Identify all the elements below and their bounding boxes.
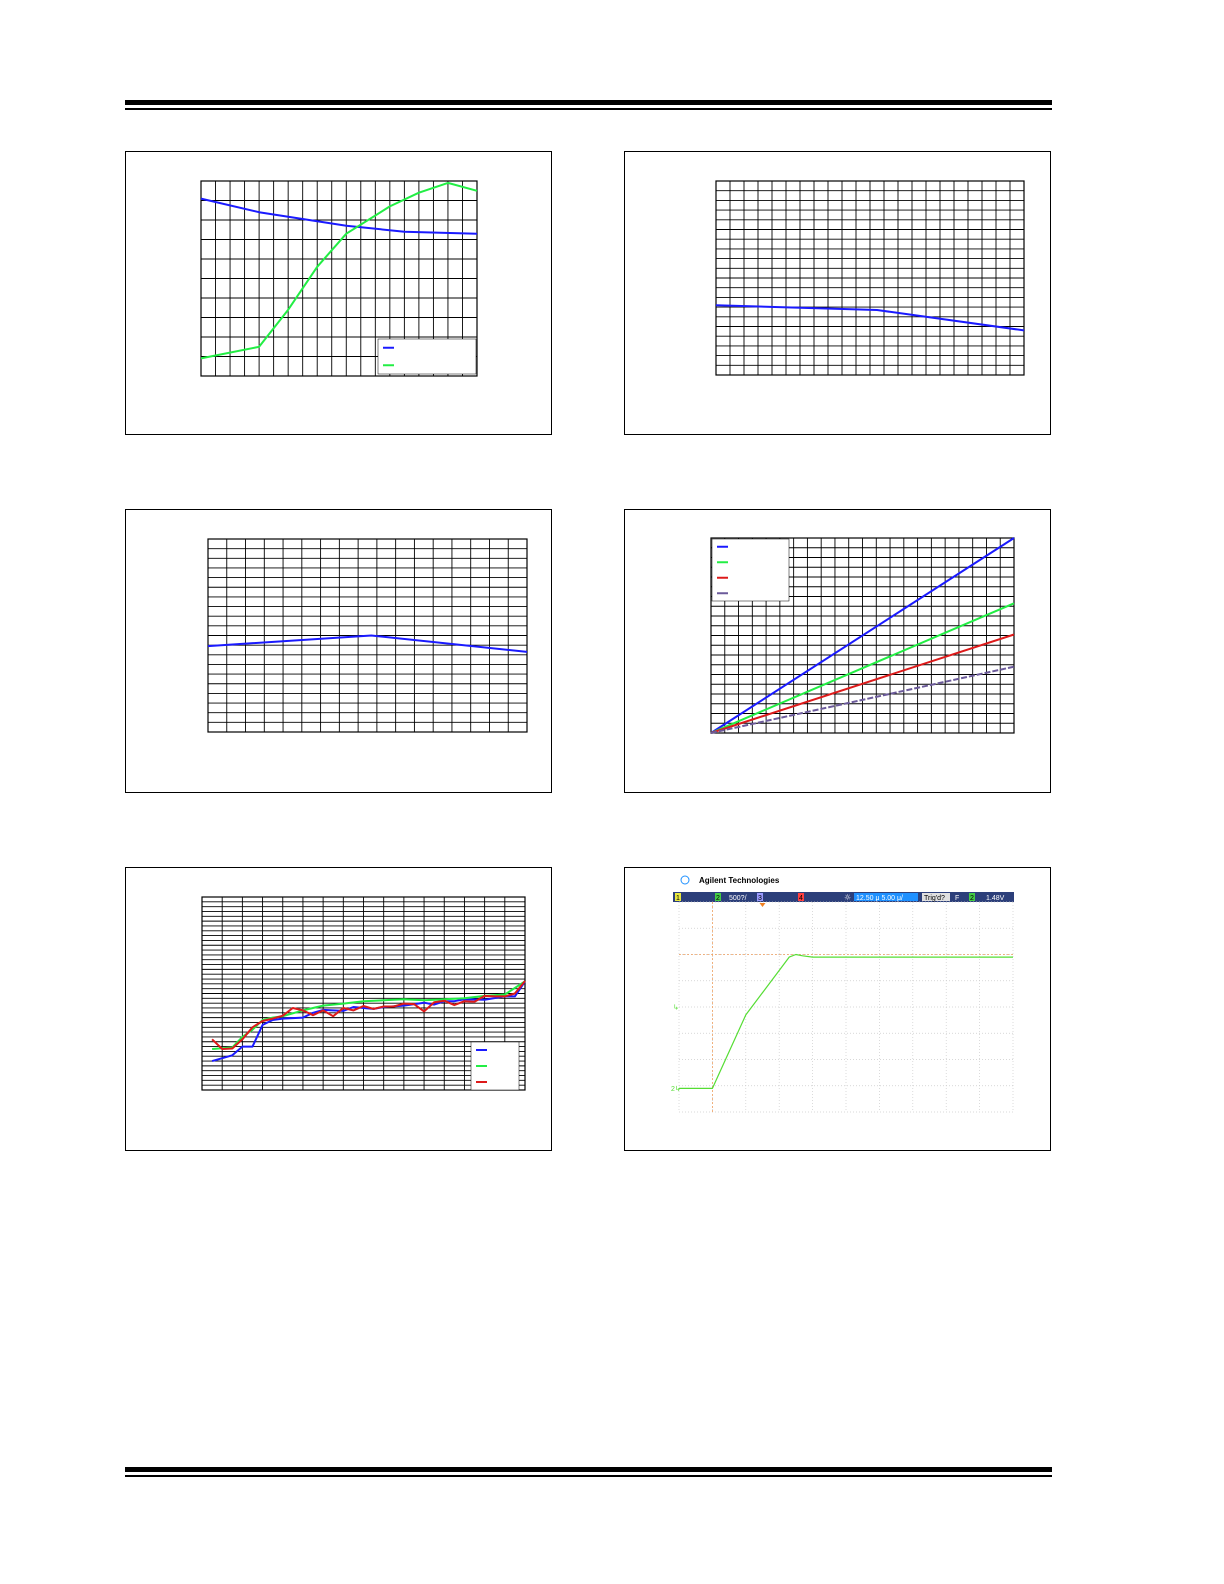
scope-channel-marker-lower: 2↳	[671, 1085, 681, 1093]
chart-panel-middle-left	[125, 509, 552, 793]
chart-top-left	[200, 180, 478, 377]
scope-trigger-arrow-icon	[759, 903, 766, 907]
scope-trigger-box	[922, 893, 950, 901]
header-rule-thick	[125, 100, 1052, 105]
chart-panel-top-left	[125, 151, 552, 435]
scope-ch4-tag-box	[798, 893, 804, 901]
plot-frame	[715, 180, 1025, 376]
chart-panel-top-right	[624, 151, 1051, 435]
scope-ch2-scale: 500?/	[729, 895, 747, 902]
scope-ch2-tag-box	[715, 893, 721, 901]
series-line-2	[212, 980, 526, 1050]
series-line-1	[200, 197, 478, 235]
chart-bottom-left	[201, 896, 526, 1091]
header-rule-thin	[125, 108, 1052, 110]
plot-frame	[201, 896, 526, 1091]
scope-ch4-tag: 4	[799, 895, 803, 902]
chart-panel-bottom-left	[125, 867, 552, 1151]
scope-ch1-tag: 1	[676, 895, 680, 902]
footer-rule-thin	[125, 1475, 1052, 1477]
scope-brightness-icon: ☼	[844, 893, 851, 902]
scope-trigger-channel: 2	[970, 895, 974, 902]
chart-middle-right	[710, 537, 1015, 734]
series-line-2	[710, 602, 1015, 734]
scope-screenshot: Agilent Technologies 1 2 500?/ 3 4 ☼ 12.50 μ 5.…	[671, 875, 1014, 1113]
plot-frame	[207, 538, 528, 733]
series-line-1	[715, 304, 1025, 332]
scope-ch3-tag-box	[757, 893, 763, 901]
scope-trigger-level: 1.48V	[986, 895, 1005, 902]
legend-box	[377, 338, 477, 375]
series-line-3	[710, 633, 1015, 734]
scope-brand: Agilent Technologies	[699, 876, 780, 885]
scope-trigger-slope: F	[955, 895, 959, 902]
chart-panel-middle-right	[624, 509, 1051, 793]
scope-ch3-tag: 3	[758, 895, 762, 902]
scope-status-bar	[673, 892, 1014, 902]
scope-timebase: 12.50 μ 5.00 μ/	[856, 895, 903, 902]
scope-timebase-box	[854, 893, 918, 901]
footer-rule-thick	[125, 1467, 1052, 1472]
chart-middle-left	[207, 538, 528, 733]
scope-trigger-channel-box	[969, 893, 975, 901]
scope-ch1-tag-box	[675, 893, 681, 901]
scope-channel-marker-upper: ↳	[673, 1004, 679, 1012]
legend-box	[711, 538, 790, 602]
series-line-1	[710, 537, 1015, 734]
scope-trigger-state: Trig'd?	[924, 895, 945, 902]
series-line-1	[679, 953, 1013, 1089]
series-line-4	[710, 665, 1015, 734]
scope-ch2-tag: 2	[716, 895, 720, 902]
plot-frame	[200, 180, 478, 377]
series-line-1	[207, 634, 528, 653]
series-line-3	[211, 980, 526, 1050]
series-line-2	[200, 181, 478, 360]
chart-top-right	[715, 180, 1025, 376]
agilent-logo-icon	[680, 875, 690, 885]
scope-panel-bottom-right: Agilent Technologies 1 2 500?/ 3 4 ☼ 12.50 μ 5.…	[624, 867, 1051, 1151]
